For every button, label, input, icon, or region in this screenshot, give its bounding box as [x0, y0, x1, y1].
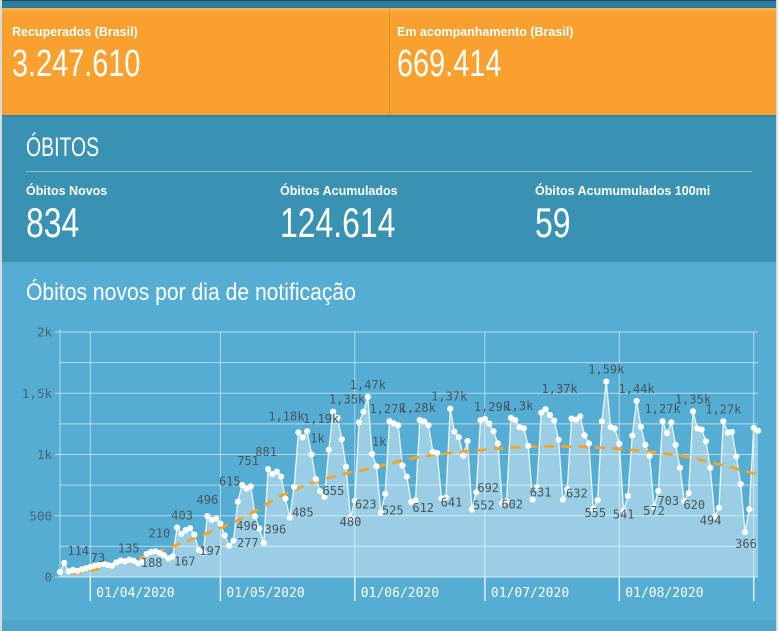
svg-text:655: 655: [323, 484, 345, 498]
obitos-100mi-stat: Óbitos Acumumulados 100mi 59: [535, 183, 752, 245]
svg-text:1,19k: 1,19k: [303, 412, 340, 426]
svg-text:366: 366: [735, 537, 757, 551]
svg-text:197: 197: [199, 544, 221, 558]
svg-text:641: 641: [441, 496, 463, 510]
svg-text:485: 485: [292, 506, 314, 520]
svg-text:135: 135: [118, 542, 140, 556]
svg-text:1,18k: 1,18k: [268, 409, 305, 423]
em-acompanhamento-value: 669.414: [397, 43, 502, 85]
svg-text:01/05/2020: 01/05/2020: [226, 586, 304, 601]
obitos-acumulados-stat: Óbitos Acumulados 124.614: [280, 183, 535, 245]
svg-text:277: 277: [237, 536, 259, 550]
svg-text:1,27k: 1,27k: [369, 402, 406, 416]
svg-text:01/07/2020: 01/07/2020: [491, 586, 569, 601]
obitos-divider: [26, 171, 752, 172]
obitos-acumulados-label: Óbitos Acumulados: [280, 184, 398, 198]
svg-text:751: 751: [237, 454, 259, 468]
obitos-novos-value: 834: [26, 199, 80, 246]
svg-text:1,27k: 1,27k: [645, 402, 682, 416]
svg-text:396: 396: [265, 523, 287, 537]
svg-text:1,3k: 1,3k: [504, 399, 534, 413]
svg-text:623: 623: [355, 498, 377, 512]
svg-text:500: 500: [29, 508, 52, 523]
obitos-section: ÓBITOS Óbitos Novos 834 Óbitos Acumulado…: [2, 115, 776, 262]
svg-text:1k: 1k: [310, 432, 325, 446]
obitos-stats-row: Óbitos Novos 834 Óbitos Acumulados 124.6…: [26, 183, 752, 245]
svg-text:0: 0: [44, 570, 52, 585]
recuperados-card: Recuperados (Brasil) 3.247.610: [2, 8, 389, 115]
svg-text:01/06/2020: 01/06/2020: [361, 586, 439, 601]
obitos-100mi-label: Óbitos Acumumulados 100mi: [535, 184, 711, 198]
obitos-novos-stat: Óbitos Novos 834: [26, 183, 280, 245]
svg-text:1,29k: 1,29k: [474, 400, 511, 414]
bottom-bar: [2, 620, 776, 631]
svg-text:602: 602: [501, 497, 523, 511]
svg-text:632: 632: [566, 487, 588, 501]
svg-text:1,27k: 1,27k: [705, 402, 742, 416]
svg-text:1,44k: 1,44k: [619, 382, 656, 396]
svg-text:1,5k: 1,5k: [22, 386, 53, 401]
summary-cards-row: Recuperados (Brasil) 3.247.610 Em acompa…: [2, 8, 776, 115]
svg-text:1,59k: 1,59k: [588, 363, 625, 377]
obitos-novos-label: Óbitos Novos: [26, 184, 108, 198]
svg-text:496: 496: [197, 493, 219, 507]
svg-text:403: 403: [171, 509, 193, 523]
svg-text:881: 881: [255, 445, 277, 459]
svg-text:525: 525: [382, 504, 404, 518]
svg-text:1,35k: 1,35k: [675, 392, 712, 406]
svg-text:620: 620: [683, 498, 705, 512]
svg-text:555: 555: [584, 506, 606, 520]
svg-text:1,37k: 1,37k: [431, 390, 468, 404]
em-acompanhamento-card: Em acompanhamento (Brasil) 669.414: [389, 8, 776, 115]
svg-text:615: 615: [219, 475, 241, 489]
svg-text:496: 496: [236, 519, 258, 533]
svg-text:73: 73: [91, 551, 105, 565]
svg-text:552: 552: [473, 498, 495, 512]
svg-text:612: 612: [412, 501, 434, 515]
svg-text:167: 167: [174, 555, 196, 569]
svg-text:114: 114: [67, 544, 89, 558]
svg-text:480: 480: [340, 515, 362, 529]
svg-text:703: 703: [657, 494, 679, 508]
svg-text:1,47k: 1,47k: [350, 378, 387, 392]
obitos-section-title: ÓBITOS: [26, 132, 100, 162]
chart-title: Óbitos novos por dia de notificação: [26, 279, 356, 306]
recuperados-label: Recuperados (Brasil): [12, 25, 138, 39]
em-acompanhamento-label: Em acompanhamento (Brasil): [397, 25, 574, 39]
chart-section: Óbitos novos por dia de notificação 114 7…: [2, 262, 776, 620]
svg-text:188: 188: [141, 556, 163, 570]
svg-text:692: 692: [477, 481, 499, 495]
obitos-acumulados-value: 124.614: [280, 199, 396, 246]
svg-text:1k: 1k: [372, 435, 387, 449]
svg-text:01/04/2020: 01/04/2020: [96, 586, 174, 601]
svg-text:494: 494: [700, 514, 722, 528]
svg-text:1k: 1k: [37, 447, 53, 462]
svg-text:2k: 2k: [37, 325, 53, 340]
svg-text:572: 572: [643, 504, 665, 518]
svg-text:1,35k: 1,35k: [329, 393, 366, 407]
svg-text:541: 541: [613, 508, 635, 522]
obitos-100mi-value: 59: [535, 199, 571, 246]
svg-text:01/08/2020: 01/08/2020: [625, 586, 703, 601]
svg-text:1,28k: 1,28k: [400, 401, 437, 415]
recuperados-value: 3.247.610: [12, 43, 141, 85]
svg-text:631: 631: [530, 486, 552, 500]
top-bar: [2, 0, 776, 8]
svg-text:210: 210: [149, 526, 171, 540]
svg-text:1,37k: 1,37k: [542, 382, 579, 396]
